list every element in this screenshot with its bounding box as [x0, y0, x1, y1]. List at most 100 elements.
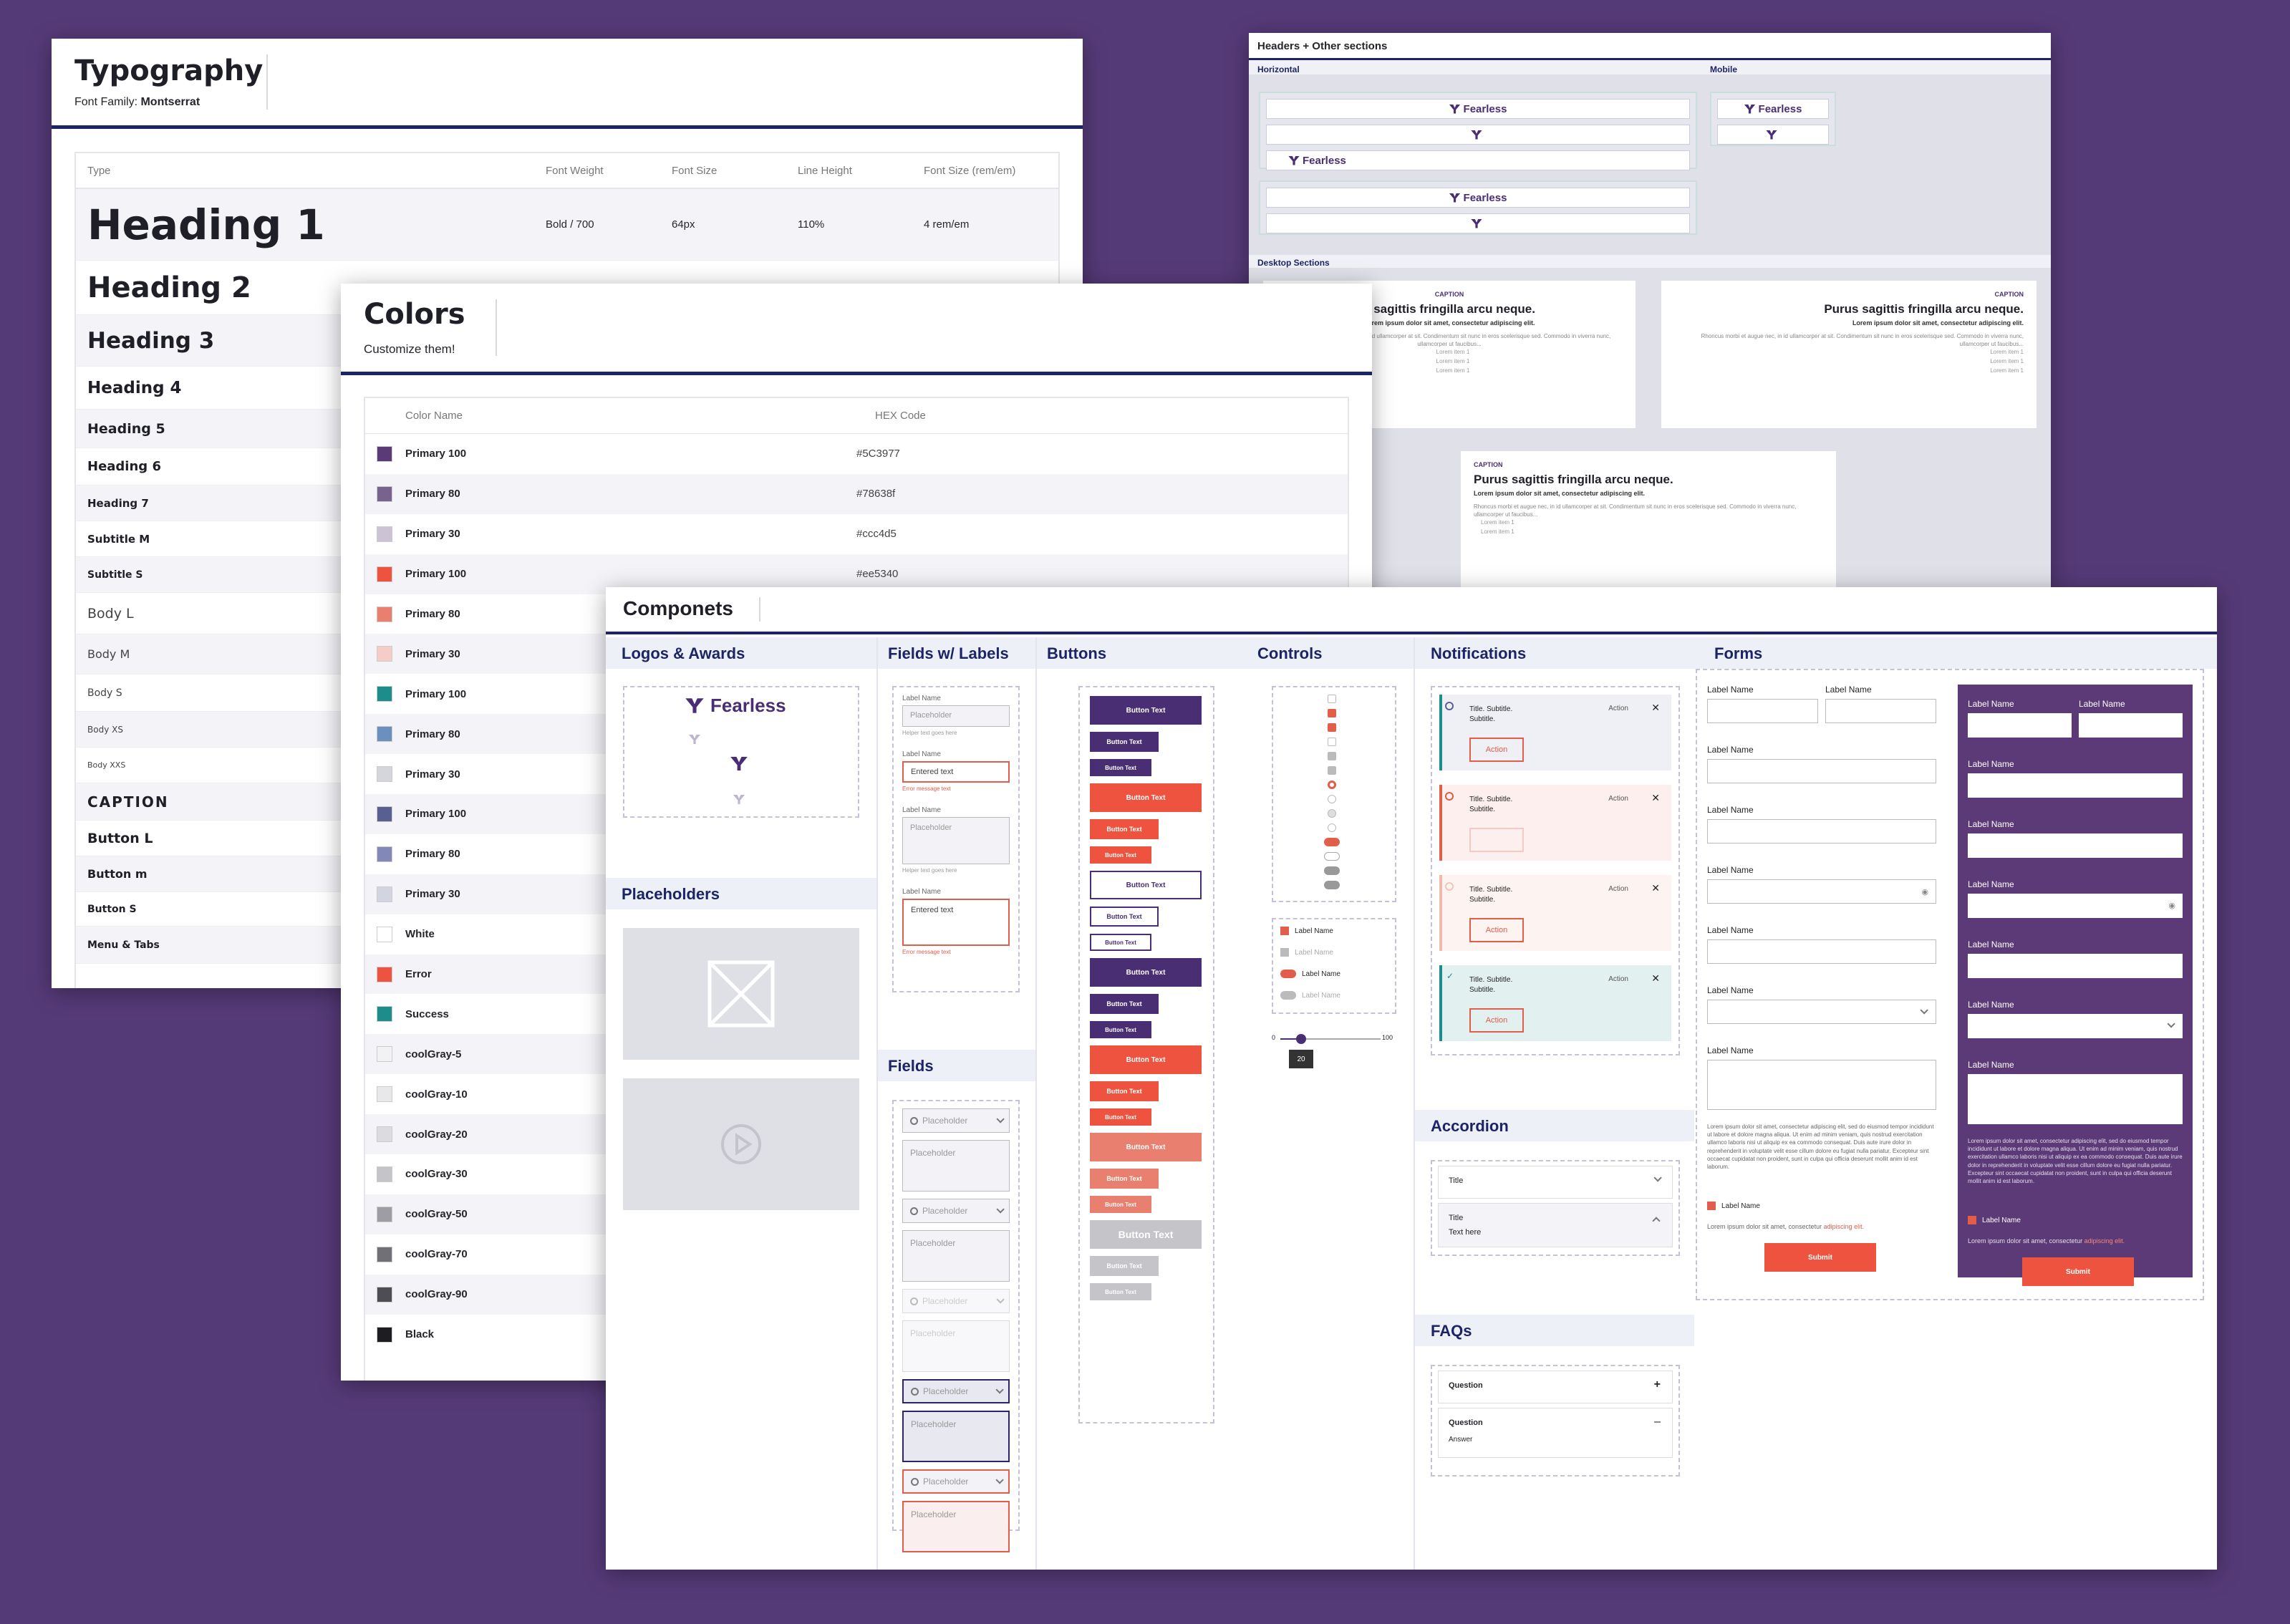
textarea-error[interactable]: Entered text: [902, 899, 1010, 946]
button-sample[interactable]: Button Text: [1090, 934, 1151, 951]
button-sample[interactable]: Button Text: [1090, 907, 1159, 927]
radio-selected-icon[interactable]: [1328, 780, 1336, 789]
checkbox-disabled-icon[interactable]: [1328, 766, 1336, 775]
button-sample[interactable]: Button Text: [1090, 759, 1151, 776]
button-sample[interactable]: Button Text: [1090, 1081, 1159, 1101]
textarea[interactable]: Placeholder: [902, 817, 1010, 864]
checkbox-icon[interactable]: [1328, 695, 1336, 703]
text-input[interactable]: Placeholder: [902, 705, 1010, 727]
button-sample[interactable]: Button Text: [1090, 696, 1202, 725]
slider-control[interactable]: 0 100 20: [1272, 1031, 1396, 1074]
button-sample[interactable]: Button Text: [1090, 994, 1159, 1014]
form-input[interactable]: [1707, 819, 1936, 844]
header-variant[interactable]: Fearless: [1266, 150, 1690, 170]
form-checkbox-row[interactable]: Label Name: [1707, 1202, 1936, 1210]
form-textarea[interactable]: [1968, 1074, 2183, 1124]
notification-action-button[interactable]: Action: [1469, 738, 1524, 762]
slider-track[interactable]: [1280, 1038, 1381, 1040]
toggle-on-icon[interactable]: [1280, 970, 1296, 978]
accordion-item-expanded[interactable]: Title Text here: [1438, 1203, 1673, 1247]
toggle-off-icon[interactable]: [1324, 852, 1340, 861]
textarea-field-error[interactable]: Placeholder: [902, 1501, 1010, 1552]
radio-icon[interactable]: [1328, 795, 1336, 803]
search-select-focused[interactable]: Placeholder: [902, 1379, 1010, 1403]
button-sample[interactable]: Button Text: [1090, 1045, 1202, 1074]
video-placeholder[interactable]: [623, 1078, 859, 1210]
checkbox-row[interactable]: Label Name: [1280, 927, 1388, 935]
notification-action-button-faded[interactable]: [1469, 828, 1524, 852]
button-sample[interactable]: Button Text: [1090, 1220, 1202, 1249]
checkbox-checked-icon[interactable]: [1707, 1202, 1716, 1210]
toggle-disabled-icon[interactable]: [1324, 881, 1340, 889]
form-select[interactable]: [1707, 1000, 1936, 1024]
button-sample[interactable]: Button Text: [1090, 958, 1202, 987]
header-variant[interactable]: [1266, 125, 1690, 145]
submit-button[interactable]: Submit: [2022, 1257, 2134, 1286]
button-sample[interactable]: Button Text: [1090, 846, 1151, 864]
form-input[interactable]: [1707, 939, 1936, 964]
search-select-error[interactable]: Placeholder: [902, 1469, 1010, 1494]
close-icon[interactable]: ✕: [1651, 792, 1660, 803]
form-input[interactable]: [1968, 833, 2183, 858]
textarea-field[interactable]: Placeholder: [902, 1230, 1010, 1282]
toggle-on-icon[interactable]: [1324, 838, 1340, 846]
mobile-header-variant[interactable]: Fearless: [1717, 99, 1829, 119]
checkbox-checked-icon[interactable]: [1280, 927, 1289, 935]
slider-handle[interactable]: [1296, 1034, 1306, 1044]
plus-icon[interactable]: +: [1653, 1378, 1661, 1391]
close-icon[interactable]: ✕: [1651, 702, 1660, 713]
close-icon[interactable]: ✕: [1651, 882, 1660, 894]
faq-item-expanded[interactable]: Question Answer –: [1438, 1408, 1673, 1458]
button-sample[interactable]: Button Text: [1090, 732, 1159, 752]
faq-item-collapsed[interactable]: Question +: [1438, 1371, 1673, 1403]
button-sample[interactable]: Button Text: [1090, 1021, 1151, 1038]
notification-action-link[interactable]: Action: [1608, 795, 1628, 803]
button-sample[interactable]: Button Text: [1090, 1256, 1159, 1276]
toggle-disabled-icon[interactable]: [1324, 866, 1340, 875]
consent-link[interactable]: adipiscing elit.: [1823, 1223, 1865, 1230]
button-sample[interactable]: Button Text: [1090, 1196, 1151, 1213]
button-sample[interactable]: Button Text: [1090, 1169, 1159, 1189]
form-input[interactable]: [1707, 759, 1936, 783]
minus-icon[interactable]: –: [1654, 1416, 1661, 1428]
header-variant[interactable]: [1266, 213, 1690, 233]
form-textarea[interactable]: [1707, 1060, 1936, 1110]
eye-icon[interactable]: ◉: [1921, 888, 1928, 896]
button-sample[interactable]: Button Text: [1090, 1108, 1151, 1126]
password-input[interactable]: ◉: [1707, 879, 1936, 904]
button-sample[interactable]: Button Text: [1090, 783, 1202, 812]
button-sample[interactable]: Button Text: [1090, 1283, 1151, 1300]
button-sample[interactable]: Button Text: [1090, 871, 1202, 899]
search-select[interactable]: Placeholder: [902, 1108, 1010, 1133]
form-input[interactable]: [1968, 773, 2183, 798]
consent-link[interactable]: adipiscing elit.: [2084, 1237, 2125, 1244]
form-input[interactable]: [1968, 954, 2183, 978]
submit-button[interactable]: Submit: [1764, 1243, 1876, 1272]
button-sample[interactable]: Button Text: [1090, 819, 1159, 839]
eye-icon[interactable]: ◉: [2168, 902, 2175, 910]
form-input[interactable]: [1707, 699, 1818, 723]
form-checkbox-row[interactable]: Label Name: [1968, 1216, 2183, 1224]
search-select[interactable]: Placeholder: [902, 1199, 1010, 1223]
header-variant[interactable]: Fearless: [1266, 99, 1690, 119]
toggle-row[interactable]: Label Name: [1280, 970, 1388, 978]
checkbox-indeterminate-icon[interactable]: [1328, 723, 1336, 732]
password-input[interactable]: ◉: [1968, 894, 2183, 918]
notification-action-link[interactable]: Action: [1608, 705, 1628, 712]
notification-action-link[interactable]: Action: [1608, 885, 1628, 893]
notification-action-button[interactable]: Action: [1469, 1008, 1524, 1033]
text-input-error[interactable]: Entered text: [902, 761, 1010, 783]
checkbox-checked-icon[interactable]: [1328, 709, 1336, 717]
notification-action-link[interactable]: Action: [1608, 975, 1628, 983]
form-select[interactable]: [1968, 1014, 2183, 1038]
form-input[interactable]: [2079, 713, 2183, 738]
radio-icon[interactable]: [1328, 823, 1336, 832]
checkbox-disabled-icon[interactable]: [1328, 752, 1336, 760]
form-input[interactable]: [1968, 713, 2072, 738]
textarea-field[interactable]: Placeholder: [902, 1140, 1010, 1192]
button-sample[interactable]: Button Text: [1090, 1133, 1202, 1161]
header-variant[interactable]: Fearless: [1266, 188, 1690, 208]
textarea-field-focused[interactable]: Placeholder: [902, 1411, 1010, 1462]
accordion-item-collapsed[interactable]: Title: [1438, 1166, 1673, 1199]
mobile-header-variant[interactable]: [1717, 125, 1829, 145]
